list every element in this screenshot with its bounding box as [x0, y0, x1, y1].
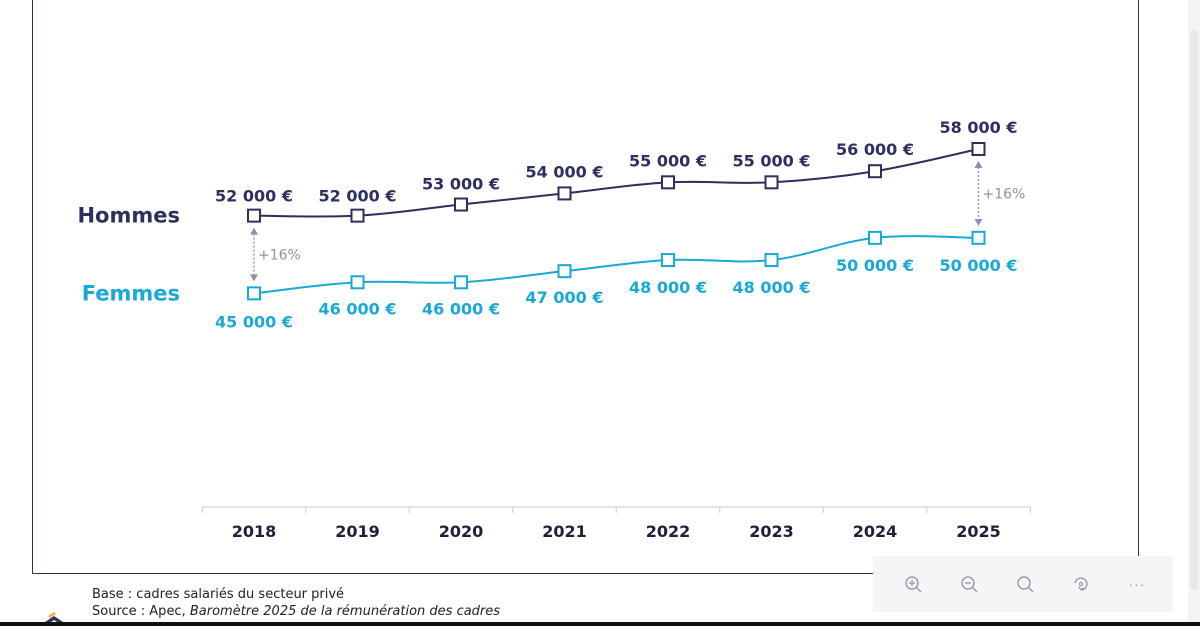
data-label-femmes: 50 000 €	[836, 256, 914, 275]
rotate-icon	[1074, 577, 1088, 591]
zoom-out-button[interactable]	[941, 564, 997, 604]
data-label-femmes: 46 000 €	[422, 299, 500, 318]
x-tick-label: 2023	[749, 522, 794, 541]
data-label-femmes: 48 000 €	[629, 278, 707, 297]
zoom-in-button[interactable]	[885, 564, 941, 604]
data-label-hommes: 56 000 €	[836, 140, 914, 159]
point-femmes	[247, 286, 261, 301]
footer-base: Base : cadres salariés du secteur privé	[92, 587, 345, 602]
data-label-hommes: 58 000 €	[940, 118, 1018, 137]
series-label-femmes: Femmes	[82, 281, 180, 305]
zoom-out-icon	[961, 576, 978, 593]
point-femmes	[454, 275, 468, 290]
series-label-hommes: Hommes	[77, 204, 180, 228]
gap-arrow-head-down	[250, 274, 258, 282]
rotate-button[interactable]	[1053, 564, 1109, 604]
point-hommes	[661, 175, 675, 190]
data-label-femmes: 48 000 €	[733, 278, 811, 297]
point-hommes	[454, 197, 468, 212]
point-hommes	[557, 186, 572, 201]
point-hommes	[868, 164, 882, 179]
point-hommes	[350, 208, 365, 223]
gap-percent-label: +16%	[983, 186, 1026, 202]
point-hommes	[247, 208, 261, 223]
search-button[interactable]	[997, 564, 1053, 604]
x-tick-label: 2021	[542, 522, 587, 541]
data-label-femmes: 45 000 €	[215, 312, 293, 331]
point-femmes	[557, 264, 572, 279]
x-tick-label: 2024	[853, 522, 898, 541]
data-label-hommes: 54 000 €	[526, 162, 604, 181]
bottom-edge	[0, 622, 1200, 626]
point-femmes	[661, 253, 675, 268]
x-tick-label: 2020	[439, 522, 484, 541]
more-label: ···	[1128, 576, 1146, 592]
footer-source: Source : Apec, Baromètre 2025 de la rému…	[92, 603, 500, 620]
point-hommes	[764, 175, 779, 190]
x-tick-label: 2019	[335, 522, 380, 541]
chart-frame	[32, 0, 1139, 574]
series-line-hommes	[253, 148, 979, 218]
point-hommes	[971, 142, 986, 156]
gap-arrow-head-up	[974, 161, 983, 168]
more-button[interactable]: ···	[1109, 564, 1165, 604]
data-label-hommes: 52 000 €	[319, 187, 397, 206]
data-label-hommes: 55 000 €	[629, 151, 707, 170]
gap-percent-label: +16%	[258, 248, 301, 264]
footer-note: Base : cadres salariés du secteur privé …	[92, 586, 500, 620]
x-tick-label: 2018	[232, 522, 277, 541]
scrollbar-thumb[interactable]	[1190, 30, 1198, 590]
point-femmes	[971, 230, 986, 245]
data-label-femmes: 50 000 €	[940, 256, 1018, 275]
search-icon	[1017, 576, 1034, 593]
point-femmes	[350, 275, 365, 290]
data-label-femmes: 47 000 €	[526, 288, 604, 307]
series-line-femmes	[253, 235, 979, 295]
gap-arrow-head-down	[974, 218, 983, 226]
footer-source-title: Baromètre 2025 de la rémunération des ca…	[189, 604, 501, 619]
gap-arrow-head-up	[250, 227, 258, 235]
x-tick-label: 2025	[956, 522, 1001, 541]
data-label-hommes: 52 000 €	[215, 187, 293, 206]
footer-source-prefix: Source : Apec,	[92, 604, 190, 619]
x-tick-label: 2022	[646, 522, 691, 541]
data-label-femmes: 46 000 €	[319, 299, 397, 318]
data-label-hommes: 53 000 €	[422, 175, 500, 194]
viewer-toolbar: ···	[873, 556, 1173, 612]
zoom-in-icon	[905, 576, 922, 593]
data-label-hommes: 55 000 €	[733, 151, 811, 170]
scrollbar[interactable]	[1188, 0, 1200, 626]
point-femmes	[868, 230, 882, 245]
point-femmes	[764, 253, 779, 268]
